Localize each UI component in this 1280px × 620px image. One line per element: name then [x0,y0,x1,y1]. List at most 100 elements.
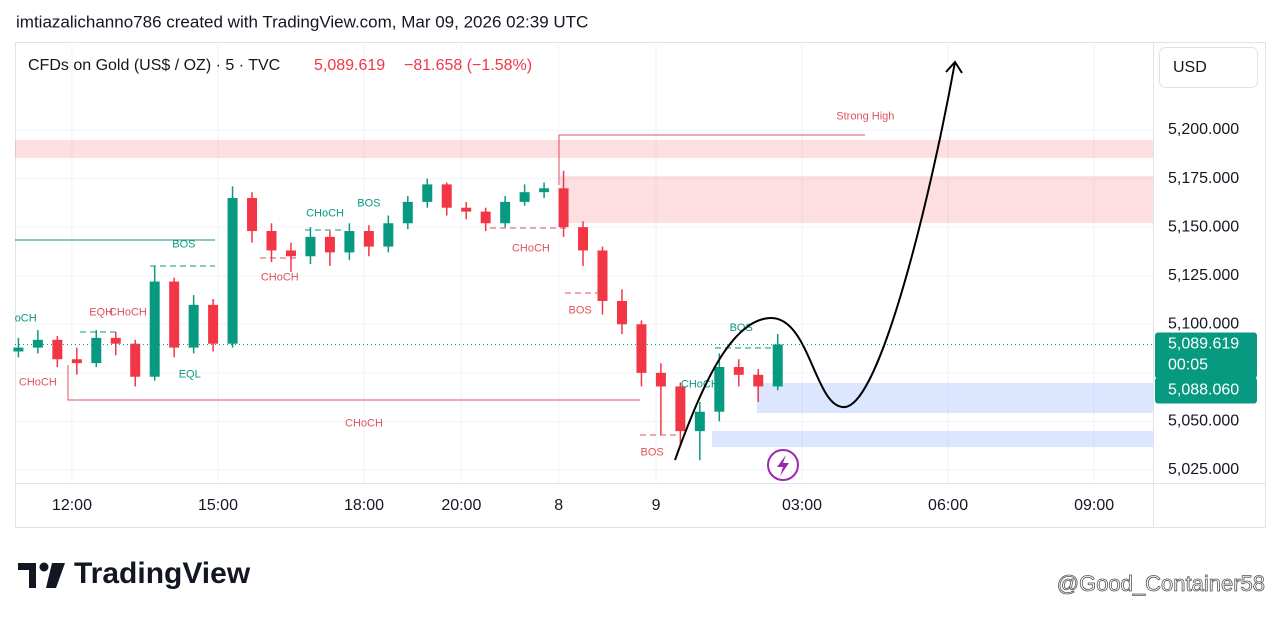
zone [15,139,1153,158]
candle-body [714,367,725,412]
y-tick-label: 5,200.000 [1168,121,1239,138]
candle-body [383,223,394,247]
x-tick-label: 03:00 [782,497,822,514]
candle-body [247,198,258,232]
annotation: EQH [89,307,113,319]
zone [712,430,1153,448]
candle-body [539,188,550,193]
candle-body [13,347,24,352]
y-tick-label: 5,025.000 [1168,461,1239,478]
annotations: Strong High CHoCH BOS CHoCH CHoCH BOS CHoCH BOS… [15,110,895,458]
candle-body [616,300,627,325]
chart-frame [15,42,1266,528]
candle-body [558,188,569,228]
candle-body [675,386,686,432]
x-tick-label: 09:00 [1074,497,1114,514]
projection-arrowhead [945,60,963,74]
header-price: 5,089.619 [314,57,385,74]
candle-body [324,236,335,253]
last-price-box [1155,332,1257,379]
annotation: Strong High [836,110,894,122]
x-tick-label: 15:00 [198,497,238,514]
annotation: BOS [568,305,591,317]
candle-body [733,367,744,375]
annotation: BOS [641,446,664,458]
candle-body [169,281,180,348]
candle-body [402,201,413,224]
currency-label: USD [1173,59,1207,76]
candle-body [441,184,452,208]
logo-mark [46,563,65,588]
x-tick-label: 8 [554,497,563,514]
zone [756,382,1153,414]
candle-body [753,374,764,387]
candle-body [208,304,219,344]
candle-body [519,192,530,202]
x-tick-label: 12:00 [52,497,92,514]
candle-body [52,339,63,360]
x-tick-label: 20:00 [441,497,481,514]
candle-body [32,339,43,348]
candle-body [597,250,608,301]
x-tick-label: 06:00 [928,497,968,514]
price-tag-label: 5,088.060 [1168,382,1239,399]
y-tick-label: 5,050.000 [1168,413,1239,430]
symbol: CFDs on Gold (US$ / OZ) · 5 · TVC [28,57,280,74]
candle-body [422,184,433,202]
y-tick-label: 5,175.000 [1168,170,1239,187]
candle-body [344,231,355,253]
candle-body [110,337,121,344]
logo-mark [39,562,49,572]
countdown: 00:05 [1168,357,1208,374]
last-price-label: 5,089.619 [1168,336,1239,353]
projection-path [674,61,956,461]
y-tick-label: 5,125.000 [1168,267,1239,284]
candle-body [188,304,199,348]
annotation: CHoCH [19,376,57,388]
annotation: CHoCH [306,207,344,219]
candle-body [655,372,666,387]
candle-body [363,231,374,247]
candle-body [91,337,102,364]
annotation: CHoCH [512,242,550,254]
candle-body [149,281,160,377]
author-line: imtiazalichanno786 created with TradingV… [16,12,588,31]
x-tick-label: 18:00 [344,497,384,514]
structure-lines [15,134,865,436]
candle-body [227,198,238,344]
candle-body [694,411,705,432]
annotation: CHoCH [109,307,147,319]
candle-body [480,211,491,224]
candle-body [266,231,277,251]
annotation: EQL [179,369,201,381]
candle-body [71,359,82,364]
candle-body [772,344,783,387]
currency-button[interactable] [1159,47,1258,88]
candle-body [636,324,647,373]
logo: TradingView [18,557,251,590]
y-tick-label: 5,100.000 [1168,315,1239,332]
annotation: BOS [730,322,753,334]
candle-body [130,343,141,377]
event-icon-bolt [777,455,789,476]
annotation: CHoCH [345,417,383,429]
candle-body [461,207,472,212]
candle-body [285,250,296,257]
watermark: @Good_Container58 [1057,571,1265,596]
x-tick-label: 9 [652,497,661,514]
annotation: CHoCH [261,272,299,284]
candle-body [578,227,589,251]
grid [15,42,1153,483]
candle-body [305,236,316,257]
structure-line [67,365,640,401]
annotation: BOS [357,198,380,210]
zone [560,176,1153,224]
logo-text: TradingView [74,557,251,590]
logo-mark [18,563,36,588]
candles [13,170,783,461]
candle-body [500,201,511,224]
structure-line [558,134,865,185]
annotation: oCH [15,312,37,324]
